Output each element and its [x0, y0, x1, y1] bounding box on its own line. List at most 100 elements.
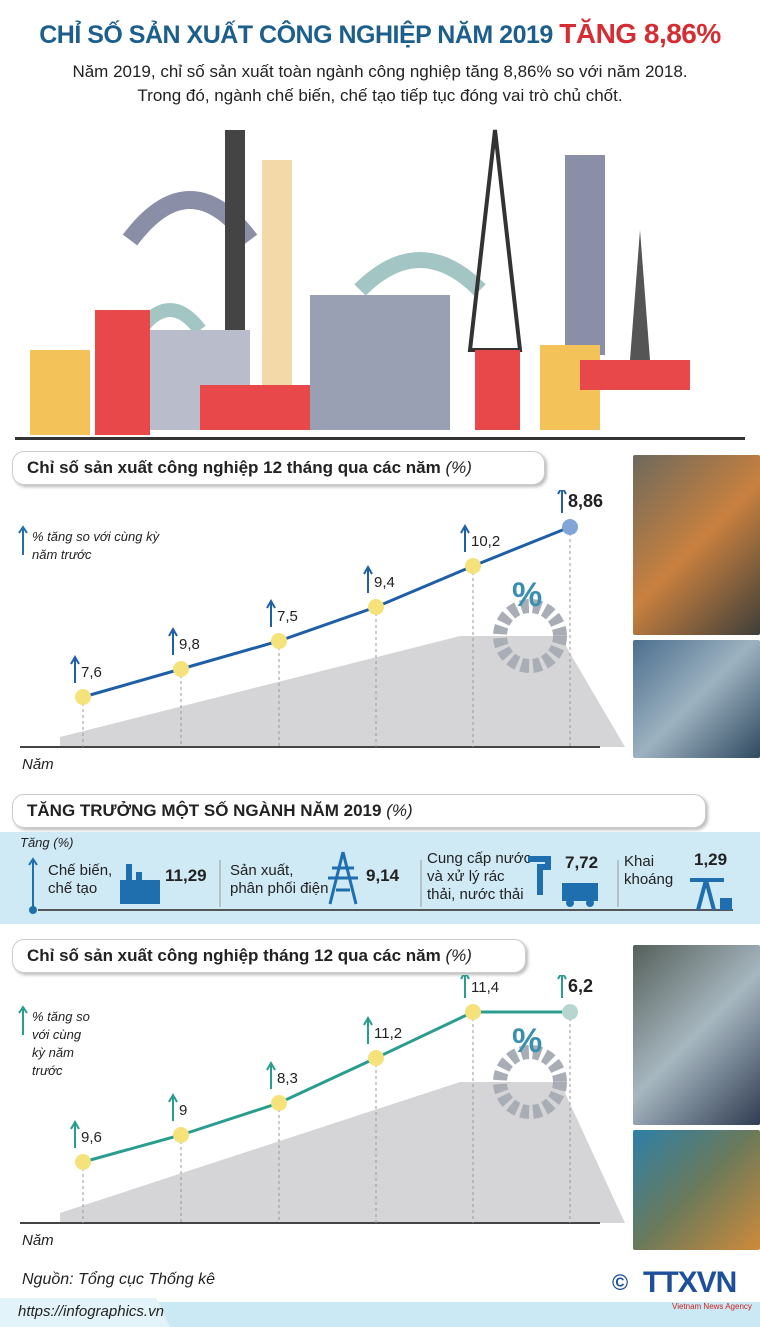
oil-pump-icon [690, 878, 732, 911]
data-label: 11,2 [374, 1025, 402, 1042]
chart-2-header: Chỉ số sản xuất công nghiệp tháng 12 qua… [12, 939, 526, 973]
up-arrow-icon [168, 1092, 178, 1121]
data-point [465, 1004, 481, 1020]
source-note: Nguồn: Tổng cục Thống kê [22, 1271, 216, 1288]
up-arrow-icon [460, 975, 470, 998]
data-label: 10,2 [471, 533, 500, 550]
data-label: 7,5 [277, 608, 298, 625]
chart-2-legend: % tăng so với cùng kỳ năm trước [32, 1009, 90, 1078]
year-tick-label: 2015 [164, 758, 197, 760]
up-arrow-icon [266, 1060, 276, 1089]
sectors-header: TĂNG TRƯỞNG MỘT SỐ NGÀNH NĂM 2019 (%) [12, 794, 706, 828]
workers-photo-3 [633, 945, 760, 1125]
up-arrow-icon [168, 626, 178, 655]
data-label: 7,6 [81, 664, 102, 681]
up-arrow-icon [70, 654, 80, 683]
data-point [465, 558, 481, 574]
data-label: 9,4 [374, 574, 395, 591]
up-arrow-icon [363, 564, 373, 593]
data-point [271, 1095, 287, 1111]
data-label: 8,86 [568, 491, 603, 511]
legend-arrow-icon [18, 1005, 28, 1035]
year-tick-label: 2017 [359, 758, 392, 760]
factory-illustration [15, 129, 745, 440]
water-tap-truck-icon [528, 856, 598, 907]
backdrop-slope [60, 1082, 625, 1223]
up-arrow-icon [557, 490, 567, 513]
sector-value-water: 7,72 [565, 853, 599, 872]
chart-1-header: Chỉ số sản xuất công nghiệp 12 tháng qua… [12, 451, 545, 485]
legend-arrow-icon [18, 525, 28, 555]
data-point [562, 1004, 578, 1020]
data-label: 9 [179, 1102, 187, 1119]
data-point [562, 519, 578, 535]
up-arrow-icon [460, 523, 470, 552]
percent-icon: % [512, 576, 542, 614]
chart-1-unit: (%) [445, 458, 472, 477]
data-label: 6,2 [568, 976, 593, 996]
sectors-unit: (%) [386, 801, 413, 820]
data-point [173, 661, 189, 677]
year-tick-label: 2014 [66, 758, 99, 760]
ttxvn-logo-subtitle: Vietnam News Agency [672, 1302, 752, 1311]
chart-2-unit: (%) [445, 946, 472, 965]
sector-name-manufacturing: Chế biến, chế tạo [48, 862, 113, 897]
workers-photo-4 [633, 1130, 760, 1250]
title-highlight: TĂNG 8,86% [559, 18, 721, 49]
data-label: 11,4 [471, 979, 499, 996]
series-line [82, 525, 571, 699]
ttxvn-logo: TTXVN [643, 1266, 737, 1299]
up-arrow-icon [363, 1015, 373, 1044]
percent-icon: % [512, 1022, 542, 1060]
data-point [368, 599, 384, 615]
sector-value-mining: 1,29 [694, 850, 728, 869]
title-text: CHỈ SỐ SẢN XUẤT CÔNG NGHIỆP NĂM 2019 [39, 21, 553, 49]
sector-name-mining: Khai khoáng [624, 853, 674, 888]
sector-name-water: Cung cấp nước và xử lý rác thải, nước th… [427, 850, 532, 903]
year-tick-label: 2018 [456, 758, 489, 760]
subtitle-line-1: Năm 2019, chỉ số sản xuất toàn ngành côn… [72, 62, 688, 81]
workers-photo-2 [633, 640, 760, 758]
up-arrow-icon [70, 1119, 80, 1148]
factory-icon [120, 864, 160, 904]
year-tick-label: 2019 [553, 758, 586, 760]
source-url[interactable]: https://infographics.vn [18, 1303, 164, 1320]
sector-value-electricity: 9,14 [366, 866, 400, 885]
year-tick-label: 2014 [66, 1234, 99, 1235]
chart-1-plot: 7,6 2014 9,8 2015 7,5 2016 9,4 2017 10,2 2018 8,86… [20, 490, 625, 760]
gear-icon [493, 599, 567, 673]
up-arrow-icon [266, 598, 276, 627]
sectors-title: TĂNG TRƯỞNG MỘT SỐ NGÀNH NĂM 2019 [27, 801, 382, 820]
data-point [75, 689, 91, 705]
chart-1-title: Chỉ số sản xuất công nghiệp 12 tháng qua… [27, 458, 441, 477]
chart-1-xlabel: Năm [22, 756, 54, 773]
subtitle-line-2: Trong đó, ngành chế biến, chế tạo tiếp t… [137, 86, 623, 105]
sectors-axis-label: Tăng (%) [20, 835, 74, 850]
year-tick-label: 2017 [359, 1234, 392, 1235]
gear-icon [493, 1045, 567, 1119]
page-title: CHỈ SỐ SẢN XUẤT CÔNG NGHIỆP NĂM 2019 TĂN… [0, 18, 760, 50]
data-label: 9,6 [81, 1129, 102, 1146]
year-tick-label: 2016 [262, 758, 295, 760]
year-tick-label: 2018 [456, 1234, 489, 1235]
power-tower-icon [328, 851, 358, 905]
chart-2-plot: 9,6 2014 9 2015 8,3 2016 11,2 2017 11,4 2018 6,2 20… [20, 975, 625, 1235]
year-tick-label: 2016 [262, 1234, 295, 1235]
series-line [82, 1010, 570, 1164]
data-point [75, 1154, 91, 1170]
workers-photo-1 [633, 455, 760, 635]
chart-1-legend: % tăng so với cùng kỳ năm trước [32, 529, 160, 562]
data-point [173, 1127, 189, 1143]
footer-tab [0, 1298, 170, 1327]
backdrop-slope [60, 636, 625, 747]
data-label: 9,8 [179, 636, 200, 653]
chart-2-xlabel: Năm [22, 1232, 54, 1249]
sector-value-manufacturing: 11,29 [165, 866, 207, 885]
year-tick-label: 2015 [164, 1234, 197, 1235]
data-label: 8,3 [277, 1070, 298, 1087]
sector-name-electricity: Sản xuất, phân phối điện [230, 862, 329, 897]
data-point [271, 633, 287, 649]
copyright-icon: © [612, 1270, 629, 1295]
data-point [368, 1050, 384, 1066]
sectors-axis [28, 857, 733, 914]
